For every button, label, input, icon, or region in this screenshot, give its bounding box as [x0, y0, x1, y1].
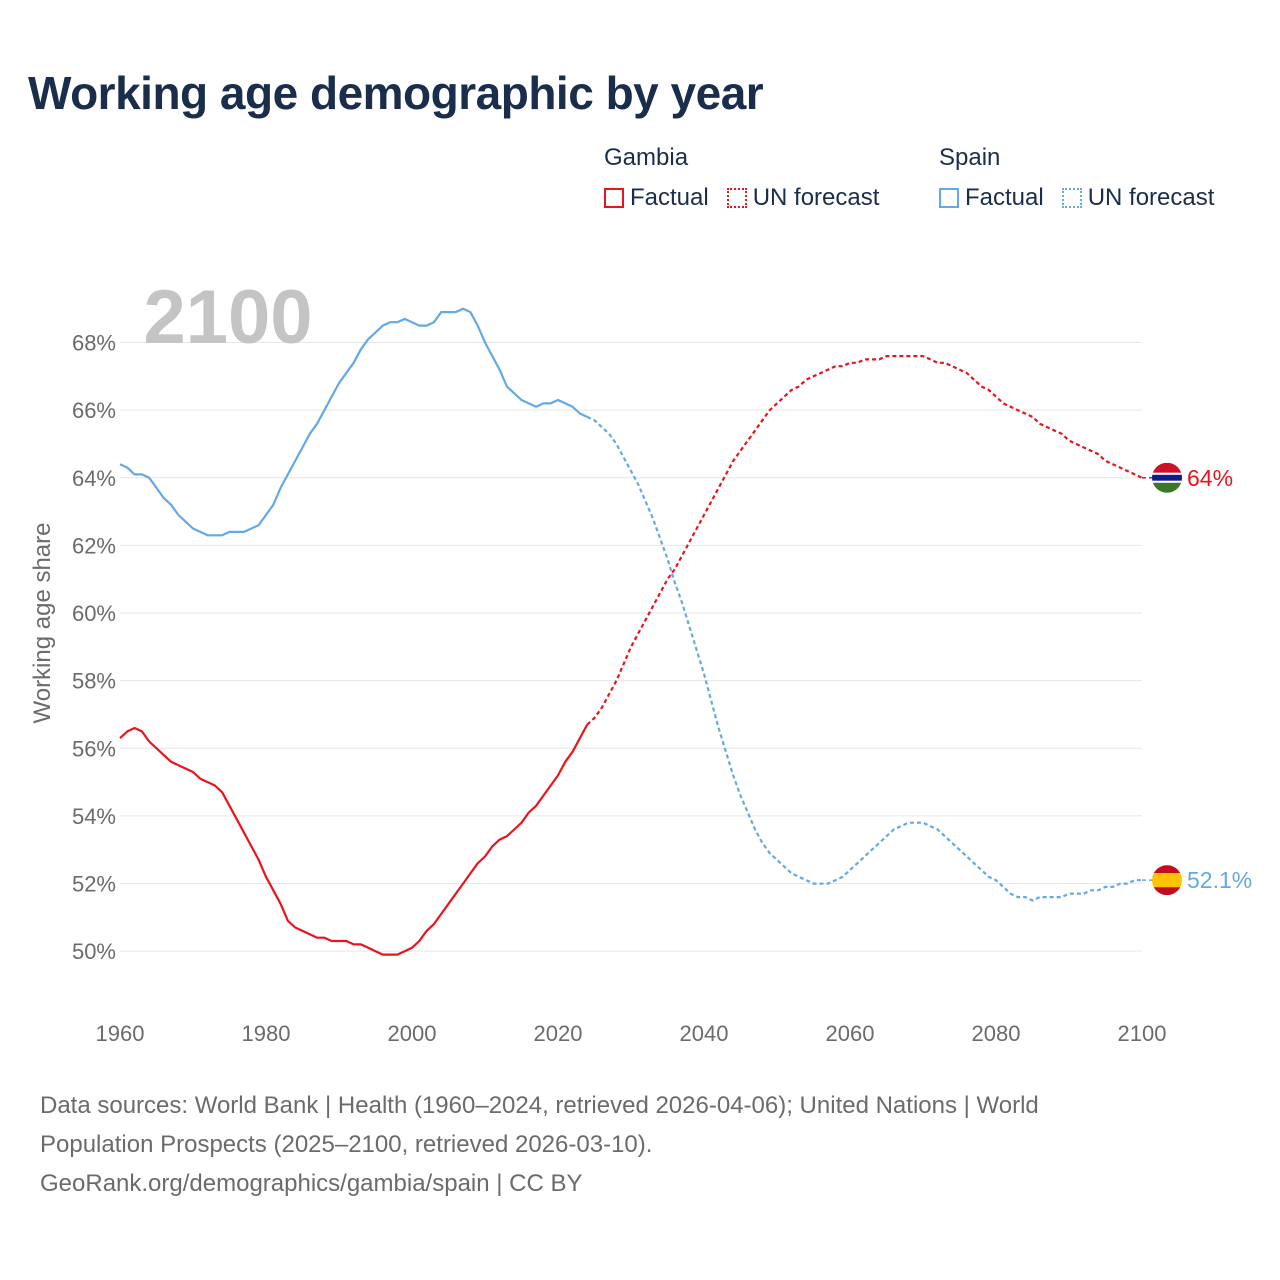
gambia-end-value: 64% [1187, 465, 1233, 491]
x-tick-label: 2080 [972, 1021, 1021, 1046]
spain-forecast-line[interactable] [586, 415, 1142, 902]
legend-gambia-forecast-swatch [726, 188, 747, 208]
sources-line-2: Population Prospects (2025–2100, retriev… [40, 1131, 653, 1158]
y-tick-label: 62% [72, 533, 116, 558]
year-watermark: 2100 [143, 275, 312, 360]
legend-gambia-forecast-label: UN forecast [752, 184, 880, 211]
data-sources: Data sources: World Bank | Health (1960–… [40, 1086, 1220, 1203]
y-tick-label: 50% [72, 939, 116, 964]
spain-flag-icon [1152, 865, 1182, 896]
y-axis-title: Working age share [29, 523, 56, 724]
chart-title: Working age demographic by year [28, 67, 764, 119]
legend-spain: Spain Factual UN forecast [939, 144, 1222, 212]
x-tick-label: 2100 [1118, 1021, 1167, 1046]
legend-gambia-label: Gambia [604, 144, 689, 171]
sources-line-1: Data sources: World Bank | Health (1960–… [40, 1092, 1039, 1119]
legend-gambia-factual-label: Factual [630, 184, 709, 211]
spain-factual-line[interactable] [119, 307, 588, 537]
y-tick-label: 56% [72, 736, 116, 761]
y-tick-label: 64% [72, 466, 116, 491]
legend-spain-forecast-label: UN forecast [1087, 184, 1215, 211]
x-tick-label: 2060 [826, 1021, 875, 1046]
y-tick-label: 58% [72, 669, 116, 694]
x-tick-label: 2000 [388, 1021, 437, 1046]
legend-gambia-forecast[interactable]: UN forecast [726, 184, 880, 212]
legend-spain-forecast-swatch [1061, 188, 1082, 208]
x-tick-label: 1980 [242, 1021, 291, 1046]
y-tick-label: 54% [72, 804, 116, 829]
y-tick-label: 68% [72, 331, 116, 356]
spain-end-value: 52.1% [1187, 867, 1252, 893]
y-tick-label: 66% [72, 398, 116, 423]
legend-spain-factual[interactable]: Factual [939, 184, 1044, 212]
y-tick-label: 52% [72, 872, 116, 897]
legend-spain-label: Spain [939, 144, 1001, 171]
gambia-flag-icon [1152, 462, 1182, 493]
gambia-forecast-line[interactable] [586, 355, 1143, 726]
legend-spain-factual-swatch [939, 188, 959, 208]
legend-gambia-factual-swatch [604, 188, 624, 208]
gambia-factual-line[interactable] [119, 724, 589, 956]
x-tick-label: 2020 [534, 1021, 583, 1046]
legend-gambia-factual[interactable]: Factual [604, 184, 709, 212]
legend-gambia: Gambia Factual UN forecast [604, 144, 887, 212]
x-tick-label: 2040 [680, 1021, 729, 1046]
x-tick-label: 1960 [96, 1021, 145, 1046]
legend-spain-forecast[interactable]: UN forecast [1061, 184, 1215, 212]
y-tick-label: 60% [72, 601, 116, 626]
sources-link[interactable]: GeoRank.org/demographics/gambia/spain | … [40, 1170, 583, 1197]
legend-spain-factual-label: Factual [965, 184, 1044, 211]
